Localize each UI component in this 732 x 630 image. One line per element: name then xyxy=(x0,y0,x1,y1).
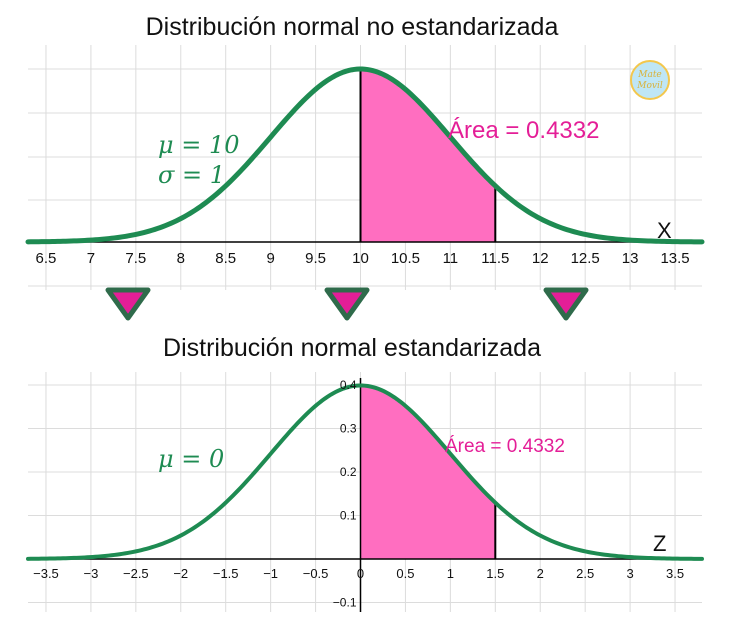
top-chart: 6.5 7 7.5 8 8.5 9 9.5 10 10.5 11 11.5 12 12.5 13 13.5 … xyxy=(25,13,705,290)
bottom-normal-curve xyxy=(26,383,704,561)
y-tick-label: 0.1 xyxy=(340,509,357,523)
bottom-grid xyxy=(28,372,702,612)
arrow-down-icon xyxy=(105,287,151,321)
logo-circle xyxy=(630,60,670,100)
x-tick-label: 9.5 xyxy=(305,250,326,267)
x-tick-label: 3.5 xyxy=(666,566,684,581)
top-normal-curve xyxy=(25,66,705,245)
y-tick-label: −0.1 xyxy=(333,596,357,610)
x-tick-label: −1.5 xyxy=(213,566,239,581)
bottom-title: Distribución normal estandarizada xyxy=(163,334,541,362)
x-tick-label: 10 xyxy=(352,250,369,267)
bottom-area-label: Área = 0.4332 xyxy=(445,436,565,457)
logo-line-2: Movil xyxy=(636,81,663,91)
x-tick-label: 7 xyxy=(87,250,95,267)
x-tick-label: 6.5 xyxy=(36,250,57,267)
x-tick-label: 1.5 xyxy=(486,566,504,581)
bottom-x-tick-labels: −3.5 −3 −2.5 −2 −1.5 −1 −0.5 0 0.5 1 1.5 2 2.5 3 3.5 xyxy=(33,566,684,581)
x-tick-label: 7.5 xyxy=(125,250,146,267)
x-tick-label: 3 xyxy=(626,566,633,581)
x-tick-label: 13 xyxy=(622,250,639,267)
x-tick-label: 9 xyxy=(266,250,274,267)
x-tick-label: 1 xyxy=(447,566,454,581)
x-tick-label: 8.5 xyxy=(215,250,236,267)
logo-line-1: Mate xyxy=(637,70,662,80)
x-tick-label: 2 xyxy=(537,566,544,581)
top-sigma-label: σ = 1 xyxy=(158,161,225,189)
y-tick-label: 0.3 xyxy=(340,422,357,436)
y-tick-label: 0.2 xyxy=(340,465,357,479)
x-tick-label: 2.5 xyxy=(576,566,594,581)
transform-arrows xyxy=(105,287,589,321)
top-mu-label: μ = 10 xyxy=(158,131,240,159)
bottom-axis-name: Z xyxy=(653,531,666,556)
x-tick-label: 0.5 xyxy=(396,566,414,581)
x-tick-label: 10.5 xyxy=(391,250,420,267)
mate-movil-logo: Mate Movil xyxy=(630,60,670,100)
x-tick-label: 11.5 xyxy=(481,250,509,267)
top-x-tick-labels: 6.5 7 7.5 8 8.5 9 9.5 10 10.5 11 11.5 12 12.5 13 13.5 xyxy=(36,250,690,267)
arrow-down-icon xyxy=(543,287,589,321)
y-tick-label: 0.4 xyxy=(340,378,357,392)
x-tick-label: 0 xyxy=(357,566,364,581)
bottom-shaded-area xyxy=(360,385,496,559)
top-title: Distribución normal no estandarizada xyxy=(146,13,559,41)
top-area-label: Área = 0.4332 xyxy=(448,117,599,144)
x-tick-label: −2 xyxy=(173,566,188,581)
bottom-mu-label: μ = 0 xyxy=(158,445,224,473)
arrow-down-icon xyxy=(324,287,370,321)
x-tick-label: 8 xyxy=(177,250,185,267)
x-tick-label: −2.5 xyxy=(123,566,149,581)
top-axis-name: X xyxy=(657,218,672,243)
top-shaded-area xyxy=(360,69,496,242)
x-tick-label: −1 xyxy=(263,566,278,581)
x-tick-label: 11 xyxy=(443,250,459,267)
x-tick-label: −3.5 xyxy=(33,566,59,581)
x-tick-label: 12 xyxy=(532,250,549,267)
x-tick-label: 13.5 xyxy=(660,250,689,267)
x-tick-label: −3 xyxy=(83,566,98,581)
x-tick-label: −0.5 xyxy=(303,566,329,581)
bottom-y-tick-labels: 0.4 0.3 0.2 0.1 −0.1 xyxy=(333,378,357,610)
bottom-chart: −3.5 −3 −2.5 −2 −1.5 −1 −0.5 0 0.5 1 1.5 2 2.5 3 3.5 0… xyxy=(26,334,704,612)
x-tick-label: 12.5 xyxy=(571,250,600,267)
